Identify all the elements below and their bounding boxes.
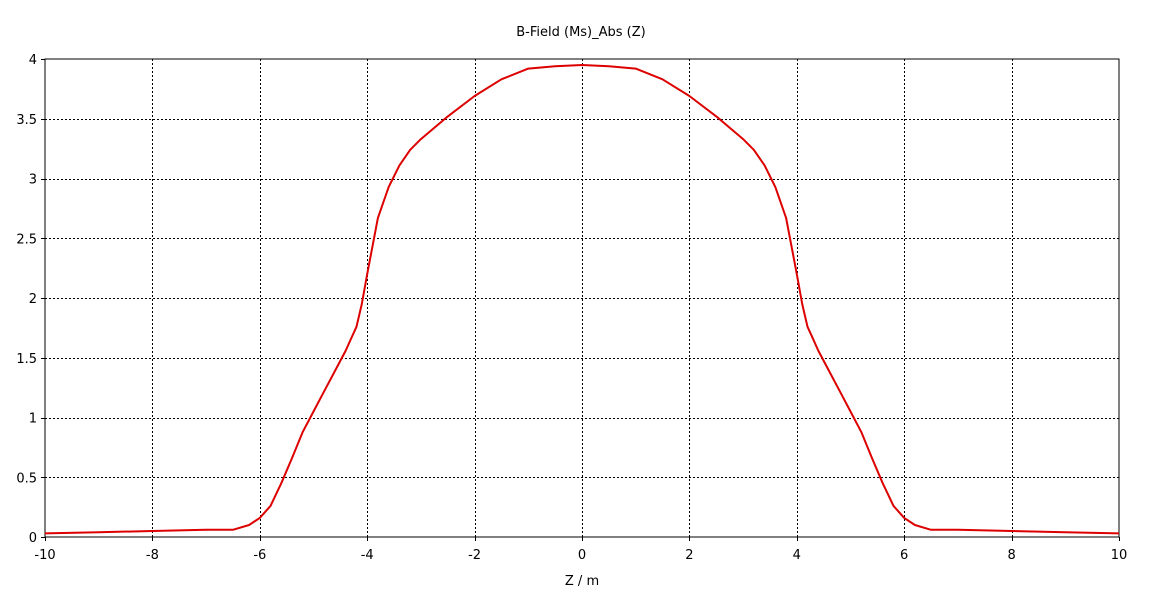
x-tick-label: -8 xyxy=(146,548,159,563)
y-tick-label: 0 xyxy=(29,531,37,546)
chart-title: B-Field (Ms)_Abs (Z) xyxy=(516,25,645,40)
y-tick-label: 2.5 xyxy=(16,232,37,247)
x-tick-label: 8 xyxy=(1007,548,1015,563)
x-tick-label: -6 xyxy=(253,548,266,563)
x-tick-label: 6 xyxy=(900,548,908,563)
x-tick-label: 0 xyxy=(578,548,586,563)
y-tick-label: 1 xyxy=(29,412,37,427)
y-tick-label: 0.5 xyxy=(16,471,37,486)
x-tick-label: -2 xyxy=(468,548,481,563)
y-tick-label: 3.5 xyxy=(16,113,37,128)
series-line-0 xyxy=(44,64,1120,535)
x-tick-label: 2 xyxy=(685,548,693,563)
y-tick-label: 1.5 xyxy=(16,352,37,367)
x-axis-ticks: -10 -8 -6 -4 -2 0 2 4 6 8 10 xyxy=(34,537,1127,563)
x-tick-label: -10 xyxy=(34,548,55,563)
y-tick-label: 4 xyxy=(29,53,37,68)
x-tick-label: 4 xyxy=(793,548,801,563)
x-tick-label: -4 xyxy=(361,548,374,563)
x-tick-label: 10 xyxy=(1111,548,1128,563)
y-tick-label: 3 xyxy=(29,173,37,188)
y-tick-label: 2 xyxy=(29,292,37,307)
grid-lines xyxy=(45,59,1119,537)
x-axis-label: Z / m xyxy=(565,574,599,589)
y-axis-ticks: 0 0.5 1 1.5 2 2.5 3 3.5 4 xyxy=(16,53,45,546)
series-layer xyxy=(44,64,1120,535)
